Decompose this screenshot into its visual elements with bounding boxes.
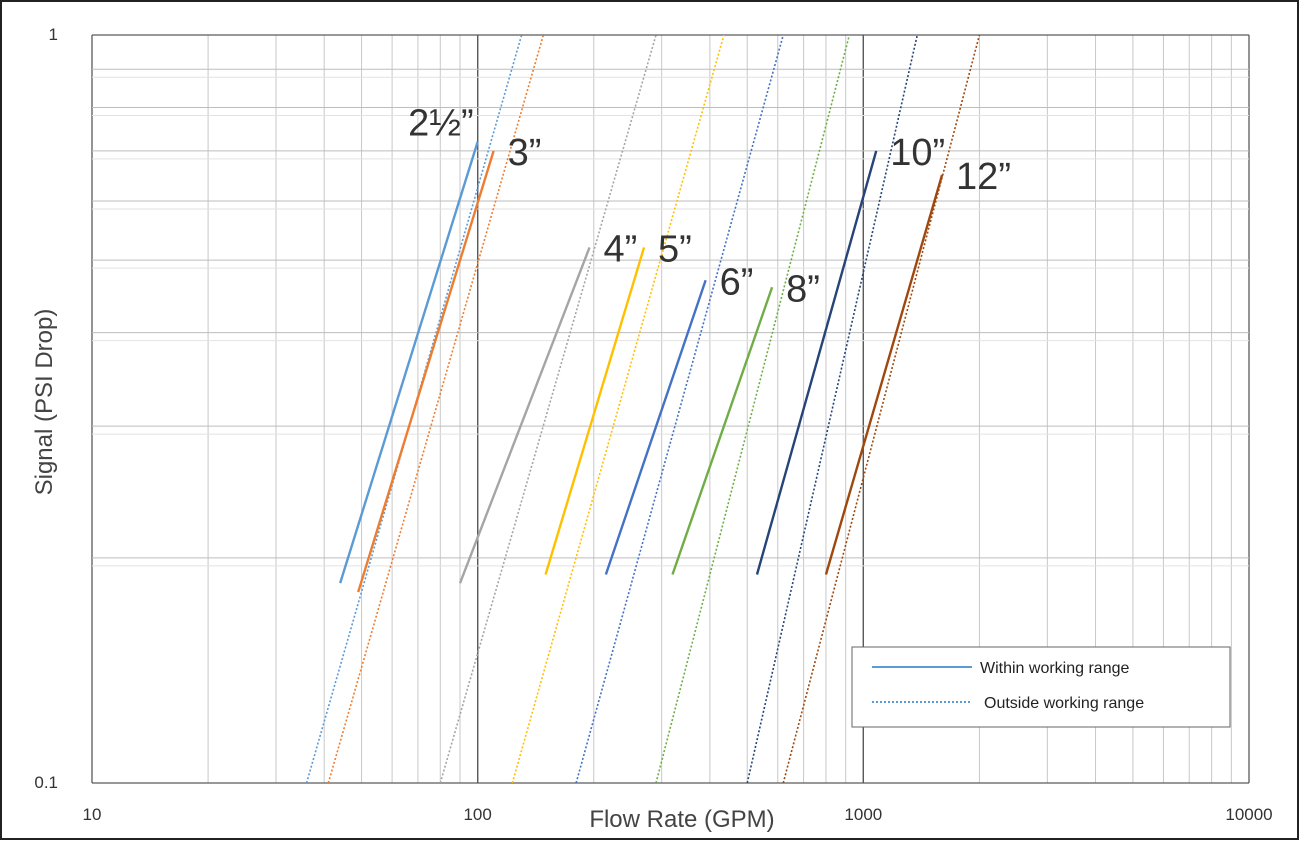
y-axis-title: Signal (PSI Drop) (31, 309, 58, 496)
series-outside-line (327, 35, 545, 783)
series-6 (746, 35, 919, 783)
y-tick-label: 0.1 (34, 773, 58, 792)
series-outside-line (575, 35, 785, 783)
legend-box (851, 646, 1231, 728)
axis-ticks: 10 100 1000 10000 0.1 1 (34, 25, 1272, 824)
series-3 (511, 35, 725, 783)
series-outside-line (782, 35, 981, 783)
series-within-line (604, 279, 707, 575)
series-label: 12” (956, 156, 1011, 198)
series-label: 3” (508, 132, 542, 174)
series-label: 4” (604, 228, 638, 270)
series-labels: 2½” 3” 4” 5” 6” 8” 10” 12” (408, 103, 1011, 311)
series-within-line (671, 286, 774, 575)
x-tick-label: 10000 (1225, 805, 1272, 824)
series-label: 5” (658, 228, 692, 270)
series-label: 8” (786, 268, 820, 310)
series-4 (575, 35, 785, 783)
series-outside-line (655, 35, 851, 783)
series-1 (327, 35, 545, 783)
x-tick-label: 10 (83, 805, 102, 824)
legend-outside-label: Outside working range (984, 695, 1144, 712)
series-label: 10” (890, 132, 945, 174)
series-outside-line (511, 35, 725, 783)
series-5 (655, 35, 851, 783)
series-within-line (357, 150, 495, 593)
x-axis-title: Flow Rate (GPM) (589, 806, 774, 833)
series-within-line (755, 150, 878, 575)
y-tick-label: 1 (49, 25, 58, 44)
series-7 (782, 35, 981, 783)
series-within-line (824, 174, 944, 575)
legend-within-label: Within working range (980, 660, 1130, 677)
series-2 (439, 35, 657, 783)
x-tick-label: 1000 (844, 805, 882, 824)
series-label: 6” (720, 261, 754, 303)
series-outside-line (439, 35, 657, 783)
x-tick-label: 100 (463, 805, 491, 824)
series-within-line (339, 141, 479, 584)
legend: Within working range Outside working ran… (851, 646, 1231, 728)
series-lines (305, 35, 981, 783)
series-within-line (544, 247, 646, 575)
series-label: 2½” (408, 103, 473, 145)
series-within-line (458, 246, 591, 584)
